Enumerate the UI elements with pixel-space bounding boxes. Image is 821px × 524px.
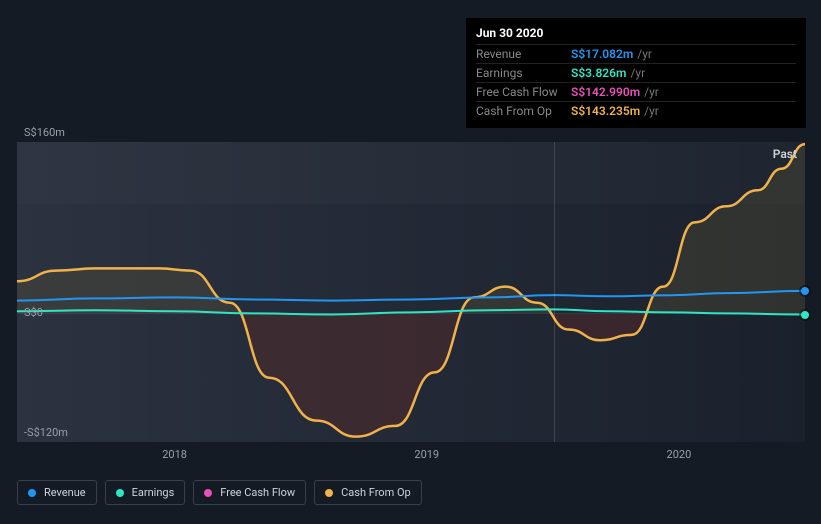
tooltip-row: Cash From OpS$143.235m/yr [476,101,796,120]
legend-item-revenue[interactable]: Revenue [17,480,97,505]
legend-item-earnings[interactable]: Earnings [105,480,186,505]
tooltip-row-label: Earnings [476,66,571,80]
past-label: Past [773,147,797,161]
tooltip-row-value: S$17.082m [571,47,633,61]
x-axis: 2018 2019 2020 [17,448,805,464]
y-axis-zero-label: S$0 [24,306,805,319]
series-end-dot-revenue [801,287,809,295]
tooltip-row-unit: /yr [644,85,659,99]
legend-swatch-icon [204,489,212,497]
tooltip-row-value: S$142.990m [571,85,640,99]
legend-item-cashop[interactable]: Cash From Op [314,480,422,505]
tooltip-row-unit: /yr [644,104,659,118]
legend-swatch-icon [28,489,36,497]
chart-tooltip: Jun 30 2020 RevenueS$17.082m/yrEarningsS… [466,18,806,128]
x-axis-tick: 2020 [667,448,692,461]
legend-swatch-icon [325,489,333,497]
legend-item-label: Revenue [44,486,86,499]
tooltip-date: Jun 30 2020 [476,26,796,44]
x-axis-tick: 2019 [414,448,439,461]
tooltip-row-label: Free Cash Flow [476,85,571,99]
tooltip-row-value: S$143.235m [571,104,640,118]
chart-legend: Revenue Earnings Free Cash Flow Cash From O… [17,480,422,505]
legend-swatch-icon [116,489,124,497]
chart-svg [17,142,805,442]
x-axis-tick: 2018 [162,448,187,461]
tooltip-row-value: S$3.826m [571,66,626,80]
tooltip-row-label: Cash From Op [476,104,571,118]
tooltip-row-unit: /yr [637,47,652,61]
chart-plot-area[interactable]: Past S$0 -S$120m [17,142,805,442]
tooltip-row-unit: /yr [630,66,645,80]
tooltip-row: EarningsS$3.826m/yr [476,63,796,82]
legend-item-label: Free Cash Flow [220,486,295,499]
legend-item-label: Earnings [132,486,175,499]
tooltip-row: Free Cash FlowS$142.990m/yr [476,82,796,101]
legend-item-label: Cash From Op [341,486,411,499]
chart-hover-line [554,142,555,442]
tooltip-row-label: Revenue [476,47,571,61]
series-end-dot-earnings [801,311,809,319]
y-axis-min-label: -S$120m [24,426,805,439]
legend-item-fcf[interactable]: Free Cash Flow [193,480,306,505]
tooltip-row: RevenueS$17.082m/yr [476,44,796,63]
